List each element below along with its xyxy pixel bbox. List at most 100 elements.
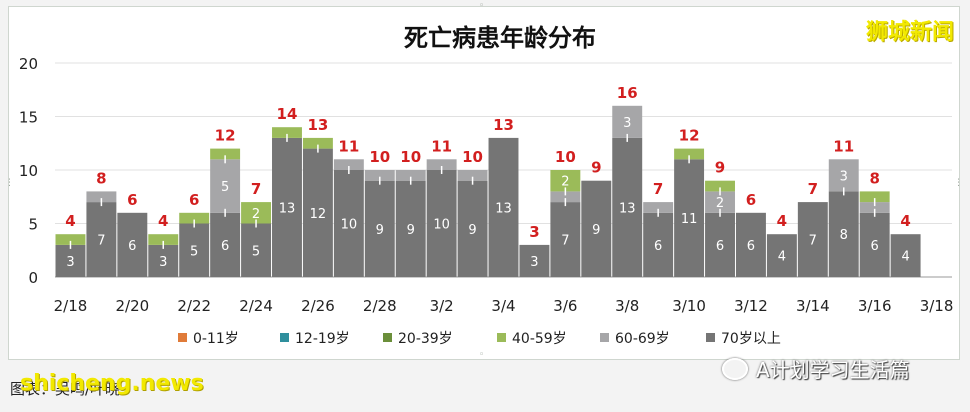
segment-value-label: 6 [716, 239, 724, 254]
segment-value-label: 12 [310, 207, 327, 222]
bar-segment [179, 212, 210, 224]
total-value-label: 16 [617, 84, 638, 102]
y-tick-label: 20 [19, 55, 38, 73]
bar-segment [210, 212, 241, 277]
bar-segment [55, 244, 86, 277]
segment-value-label: 3 [530, 255, 538, 270]
segment-value-label: 9 [407, 223, 415, 238]
wechat-account-name: A计划学习生活篇 [756, 358, 910, 382]
x-tick-label: 2/18 [54, 297, 88, 315]
total-value-label: 3 [529, 223, 539, 241]
bar-segment [148, 234, 179, 245]
segment-value-label: 5 [190, 244, 198, 259]
segment-value-label: 3 [623, 116, 631, 131]
total-value-label: 7 [251, 180, 261, 198]
legend-swatch [600, 333, 609, 342]
x-tick-labels: 2/18 2/20 2/22 2/24 2/26 2/28 3/2 3/4 3/6 3/8 3/10… [54, 297, 954, 315]
bar-segment [364, 170, 395, 181]
total-value-label: 14 [277, 105, 298, 123]
segment-labels: 3 7 6 3 5 6 5 5 2 13 12 10 9 9 10 9 13 3 7 2 9 13 3 6 11 6 2 6 4 7 8 3 6… [66, 116, 909, 270]
bar-segment [179, 223, 210, 277]
bar-segment [210, 159, 241, 213]
segment-value-label: 2 [561, 175, 569, 190]
y-tick-label: 5 [28, 216, 38, 234]
x-tick-label: 3/2 [430, 297, 454, 315]
resize-handle-right[interactable]: ⋮ [954, 178, 963, 188]
bar-segment [117, 212, 148, 277]
segment-value-label: 7 [809, 234, 817, 249]
total-value-label: 6 [127, 191, 137, 209]
total-value-label: 13 [307, 116, 328, 134]
x-tick-label: 2/28 [363, 297, 397, 315]
legend-swatch [178, 333, 187, 342]
bar-segment [333, 170, 364, 277]
wechat-watermark: A计划学习生活篇 [722, 354, 910, 383]
x-tick-label: 3/4 [491, 297, 515, 315]
segment-value-label: 4 [778, 250, 786, 265]
segment-value-label: 3 [66, 255, 74, 270]
resize-handle-bottom[interactable]: ◦ [479, 350, 485, 360]
segment-value-label: 6 [221, 239, 229, 254]
y-tick-label: 10 [19, 162, 38, 180]
bar-segment [705, 191, 735, 213]
bar-segment [828, 191, 859, 277]
segment-value-label: 4 [901, 250, 909, 265]
bar-segment [395, 170, 426, 181]
x-tick-label: 3/10 [672, 297, 706, 315]
total-value-label: 6 [746, 191, 756, 209]
total-value-label: 6 [189, 191, 199, 209]
bar-segment [426, 159, 457, 170]
bar-segment [612, 137, 643, 277]
bar-segment [210, 148, 241, 160]
bar-segment [735, 212, 766, 277]
total-value-label: 12 [215, 127, 236, 145]
x-tick-label: 3/16 [858, 297, 892, 315]
resize-handle-left[interactable]: ⋮ [5, 178, 14, 188]
bar-segment [581, 180, 612, 277]
segment-value-label: 2 [716, 196, 724, 211]
x-tick-label: 3/6 [553, 297, 577, 315]
segment-value-label: 9 [592, 223, 600, 238]
bar-segment [705, 212, 735, 277]
segment-value-label: 6 [654, 239, 662, 254]
bar-segment [86, 202, 117, 277]
watermark-top-right: 狮城新闻 [865, 20, 954, 45]
resize-handle-top[interactable]: ◦ [479, 1, 485, 11]
legend-swatch [497, 333, 506, 342]
segment-value-label: 9 [376, 223, 384, 238]
bar-segment [643, 202, 674, 213]
segment-value-label: 6 [871, 239, 879, 254]
bar-segment [457, 170, 488, 181]
bar-segment [395, 180, 426, 277]
total-value-label: 10 [400, 148, 421, 166]
total-value-label: 8 [96, 169, 106, 187]
bar-segment [241, 202, 272, 224]
x-tick-label: 3/12 [734, 297, 768, 315]
bar-segment [674, 148, 705, 160]
total-value-label: 7 [808, 180, 818, 198]
x-tick-label: 3/8 [615, 297, 639, 315]
total-value-label: 11 [338, 137, 359, 155]
segment-value-label: 7 [97, 234, 105, 249]
bar-segment [457, 180, 488, 277]
bar-segment [364, 180, 395, 277]
total-value-label: 11 [431, 137, 452, 155]
bar-segment [86, 191, 117, 203]
segment-value-label: 6 [128, 239, 136, 254]
bar-segment [550, 191, 581, 203]
legend: 0-11岁 12-19岁 20-39岁 40-59岁 60-69岁 70岁以上 [178, 331, 781, 347]
x-tick-label: 3/14 [796, 297, 830, 315]
total-labels: 4 8 6 4 6 12 7 14 13 11 10 10 11 10 13 3 10 9 16 7 12 9 6 4 7 11 8… [65, 84, 911, 241]
bar-segment [241, 223, 272, 277]
bar-segment [643, 212, 674, 277]
total-value-label: 9 [591, 159, 601, 177]
chart-credit: 图表：吴鸣/叶晓 [10, 380, 121, 398]
total-value-label: 10 [369, 148, 390, 166]
bar-segment [55, 234, 86, 245]
segment-value-label: 3 [159, 255, 167, 270]
legend-swatch [280, 333, 289, 342]
legend-label: 60-69岁 [615, 331, 670, 347]
x-tick-label: 3/18 [920, 297, 954, 315]
total-value-label: 10 [555, 148, 576, 166]
chart-title: 死亡病患年龄分布 [404, 24, 596, 52]
